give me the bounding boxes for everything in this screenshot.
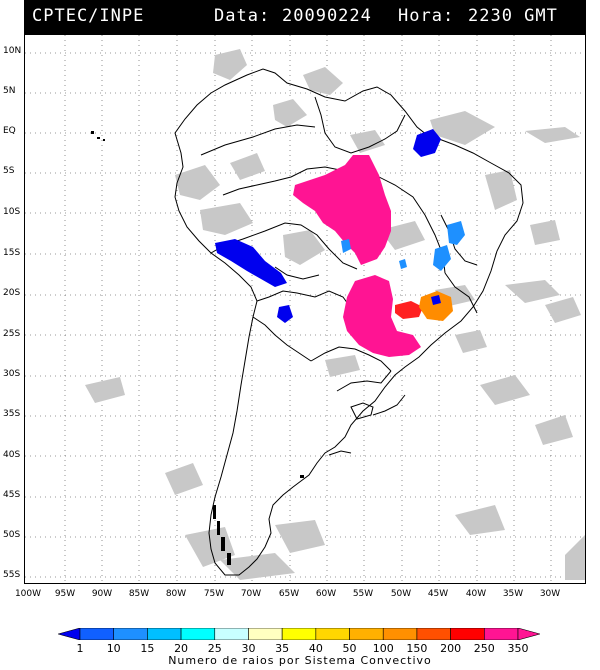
colorbar-swatch [315,628,350,640]
colorbar-tick-label: 10 [106,642,121,655]
lon-label-90w: 90W [91,589,113,599]
colorbar-tick-label: 50 [342,642,357,655]
storm-lightblue-c [341,239,351,253]
lon-label-65w: 65W [278,589,300,599]
colorbar-swatch [349,628,384,640]
colorbar-tick-label: 150 [406,642,428,655]
lon-label-75w: 75W [203,589,225,599]
lon-label-60w: 60W [315,589,337,599]
colorbar-swatch [79,628,114,640]
storm-blue-ne [413,129,441,157]
storm-magenta-south [343,275,421,357]
lat-label-eq: EQ [3,126,16,136]
storm-lightblue-c2 [399,259,407,269]
header-bar: CPTEC/INPE Data: 20090224 Hora: 2230 GMT [24,0,586,34]
cloud-cover [85,49,585,580]
lon-label-50w: 50W [390,589,412,599]
colorbar-swatch [214,628,249,640]
colorbar-tick-label: 1 [76,642,84,655]
time-value: 2230 GMT [468,6,558,26]
colorbar-swatch [113,628,148,640]
colorbar-tick-label: 250 [473,642,495,655]
colorbar-tick-label: 350 [507,642,529,655]
lat-label-55s: 55S [3,570,21,580]
colorbar-max-triangle [517,628,540,640]
lat-label-25s: 25S [3,329,21,339]
storm-red [395,301,423,319]
lat-label-45s: 45S [3,490,21,500]
storm-lightblue-e2 [433,245,451,271]
lon-label-100w: 100W [14,589,42,599]
lon-label-40w: 40W [465,589,487,599]
lon-label-95w: 95W [54,589,76,599]
storm-blue-w [215,239,287,287]
lat-label-20s: 20S [3,288,21,298]
colorbar-swatch [416,628,451,640]
graticule [25,35,585,583]
colorbar-swatch [484,628,519,640]
storm-blue-w2 [277,305,293,323]
lat-label-10s: 10S [3,207,21,217]
colorbar-swatch [382,628,418,640]
convective-systems [215,129,465,357]
colorbar-tick-label: 200 [440,642,462,655]
date-label: Data: [214,6,271,26]
lat-label-5n: 5N [3,86,16,96]
colorbar-swatch [450,628,485,640]
colorbar [58,628,540,640]
lon-label-35w: 35W [502,589,524,599]
map-frame [24,34,586,584]
islands [91,131,304,565]
lat-label-50s: 50S [3,530,21,540]
colorbar-tick-label: 35 [275,642,290,655]
lat-label-35s: 35S [3,409,21,419]
lon-label-70w: 70W [240,589,262,599]
lat-label-40s: 40S [3,450,21,460]
colorbar-swatch [180,628,216,640]
storm-lightblue-e [447,221,465,245]
lon-label-85w: 85W [128,589,150,599]
lat-label-15s: 15S [3,248,21,258]
colorbar-tick-label: 25 [207,642,222,655]
date-value: 20090224 [282,6,372,26]
lon-label-30w: 30W [539,589,561,599]
colorbar-tick-label: 20 [174,642,189,655]
lat-label-5s: 5S [3,166,15,176]
source-label: CPTEC/INPE [32,6,145,26]
colorbar-swatch [281,628,317,640]
storm-magenta-north [293,155,391,265]
storm-blue-e3 [431,295,441,305]
storm-orange [419,291,453,321]
colorbar-tick-label: 30 [241,642,256,655]
time-label: Hora: [398,6,455,26]
colorbar-swatch [248,628,283,640]
lon-label-80w: 80W [165,589,187,599]
colorbar-tick-label: 100 [372,642,394,655]
colorbar-tick-label: 40 [308,642,323,655]
lat-label-10n: 10N [3,46,22,56]
colorbar-tick-label: 15 [140,642,155,655]
legend-title: Numero de raios por Sistema Convectivo [168,654,432,667]
lat-label-30s: 30S [3,369,21,379]
lon-label-45w: 45W [427,589,449,599]
colorbar-min-triangle [58,628,81,640]
lon-label-55w: 55W [352,589,374,599]
colorbar-swatch [147,628,182,640]
map-canvas [25,35,585,583]
